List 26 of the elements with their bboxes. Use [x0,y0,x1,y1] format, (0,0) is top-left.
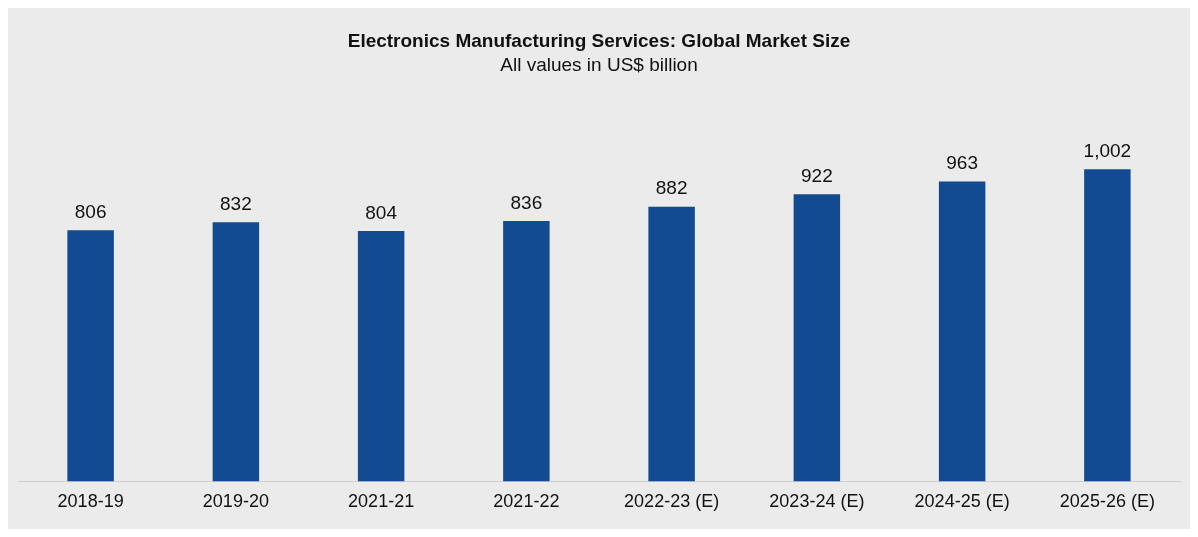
x-tick-label: 2025-26 (E) [1059,491,1155,512]
x-tick-label: 2019-20 [202,491,269,512]
bar [793,194,841,482]
bar [67,230,114,482]
x-tick-label: 2021-21 [348,491,415,512]
bar [648,206,695,482]
data-label: 804 [365,201,398,223]
bar [357,230,405,482]
x-tick-label: 2021-22 [493,491,560,512]
x-tick-label: 2018-19 [57,491,124,512]
x-tick-label: 2023-24 (E) [769,491,865,512]
data-label: 806 [74,201,107,223]
data-label: 836 [510,191,543,213]
x-tick-label: 2024-25 (E) [914,491,1010,512]
bar [212,222,260,482]
x-tick-label: 2022-23 (E) [624,491,720,512]
data-label: 922 [801,164,833,186]
chart-title: Electronics Manufacturing Services: Global Market Size [347,29,851,51]
bar [938,181,986,482]
data-label: 882 [655,177,688,199]
data-label: 832 [220,192,252,214]
chart-subtitle: All values in US$ billion [500,54,698,76]
data-label: 1,002 [1083,140,1132,162]
bar [503,220,550,482]
data-label: 963 [946,152,978,174]
bar [1084,169,1131,482]
